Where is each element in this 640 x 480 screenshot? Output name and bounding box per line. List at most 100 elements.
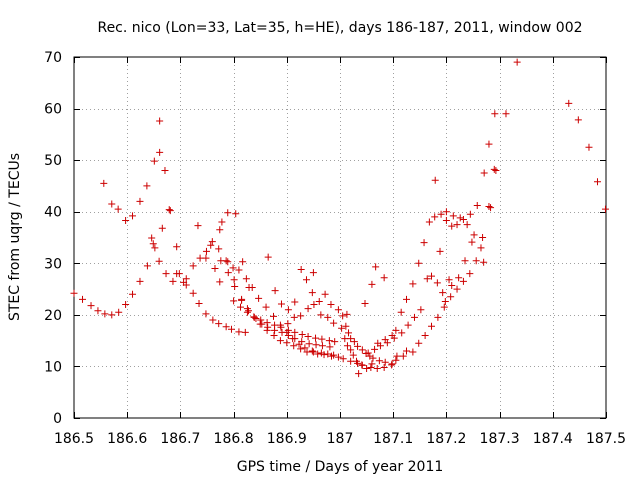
- data-point: [297, 345, 305, 353]
- data-point: [218, 218, 226, 226]
- data-points: [70, 58, 609, 378]
- data-point: [202, 254, 210, 262]
- data-point: [403, 347, 410, 355]
- x-axis-label: GPS time / Days of year 2011: [237, 459, 444, 475]
- data-point: [298, 330, 306, 338]
- y-tick-label: 20: [44, 308, 62, 324]
- data-point: [276, 337, 284, 345]
- data-point: [318, 335, 326, 343]
- data-point: [321, 290, 329, 298]
- data-point: [343, 342, 351, 350]
- data-point: [155, 257, 163, 265]
- data-point: [349, 351, 357, 359]
- data-point: [433, 279, 441, 287]
- data-point: [291, 335, 299, 343]
- data-point: [215, 245, 223, 253]
- data-point: [374, 339, 382, 347]
- data-point: [284, 306, 292, 314]
- data-point: [250, 313, 258, 321]
- data-point: [309, 269, 317, 277]
- data-point: [403, 295, 410, 303]
- data-point: [100, 179, 108, 187]
- data-point: [189, 289, 197, 297]
- data-point: [129, 212, 137, 220]
- data-point: [409, 280, 417, 288]
- x-tick-label: 186.8: [214, 431, 254, 447]
- data-point: [347, 346, 355, 354]
- data-point: [456, 214, 464, 222]
- data-point: [434, 313, 442, 321]
- data-point: [425, 218, 433, 226]
- y-tick-label: 70: [44, 50, 62, 66]
- data-point: [375, 357, 383, 365]
- y-tick-label: 60: [44, 102, 62, 118]
- data-point: [381, 358, 389, 366]
- y-axis-label: STEC from uqrg / TECUs: [7, 153, 23, 321]
- data-point: [196, 254, 204, 262]
- data-point: [202, 310, 210, 318]
- y-axis: 0 10 20 30 40 50 60 70: [44, 50, 606, 427]
- data-point: [352, 357, 360, 365]
- data-point: [492, 166, 500, 174]
- data-point: [397, 308, 405, 316]
- data-point: [440, 303, 448, 311]
- data-point: [230, 297, 238, 305]
- data-point: [258, 320, 266, 328]
- data-point: [453, 221, 461, 229]
- data-point: [244, 307, 252, 315]
- data-point: [392, 326, 400, 334]
- y-tick-label: 50: [44, 153, 62, 169]
- data-point: [345, 329, 353, 337]
- data-point: [143, 262, 151, 270]
- data-point: [314, 350, 322, 358]
- data-point: [502, 110, 510, 118]
- data-point: [399, 352, 407, 360]
- data-point: [324, 350, 332, 358]
- data-point: [166, 207, 174, 215]
- data-point: [398, 329, 406, 337]
- data-point: [338, 324, 346, 332]
- data-point: [513, 58, 521, 66]
- x-tick-label: 187.3: [480, 431, 520, 447]
- data-point: [468, 238, 476, 246]
- data-point: [428, 272, 436, 280]
- data-point: [277, 300, 285, 308]
- data-point: [224, 258, 232, 266]
- data-point: [415, 259, 423, 267]
- data-point: [238, 296, 246, 304]
- data-point: [415, 339, 423, 347]
- data-point: [388, 360, 396, 368]
- data-point: [229, 264, 237, 272]
- x-tick-label: 186.7: [160, 431, 200, 447]
- x-tick-label: 187: [327, 431, 354, 447]
- data-point: [175, 270, 183, 278]
- data-point: [224, 269, 232, 277]
- data-point: [421, 331, 429, 339]
- data-point: [380, 363, 388, 371]
- data-point: [480, 258, 488, 266]
- data-point: [148, 234, 156, 242]
- chart-title: Rec. nico (Lon=33, Lat=35, h=HE), days 1…: [97, 20, 582, 36]
- data-point: [115, 308, 123, 316]
- data-point: [449, 212, 457, 220]
- data-point: [448, 222, 456, 230]
- data-point: [330, 351, 338, 359]
- data-point: [361, 300, 369, 308]
- y-tick-label: 0: [53, 411, 62, 427]
- data-point: [194, 222, 202, 230]
- data-point: [459, 277, 467, 285]
- data-point: [156, 148, 164, 156]
- data-point: [472, 257, 480, 265]
- data-point: [278, 328, 286, 336]
- data-point: [291, 298, 299, 306]
- data-point: [491, 110, 499, 118]
- data-point: [215, 320, 223, 328]
- data-point: [70, 289, 78, 297]
- data-point: [232, 210, 240, 218]
- x-tick-label: 186.9: [267, 431, 307, 447]
- data-point: [442, 216, 450, 224]
- data-point: [358, 361, 366, 369]
- data-point: [291, 328, 299, 336]
- data-point: [325, 337, 333, 345]
- data-point: [271, 287, 279, 295]
